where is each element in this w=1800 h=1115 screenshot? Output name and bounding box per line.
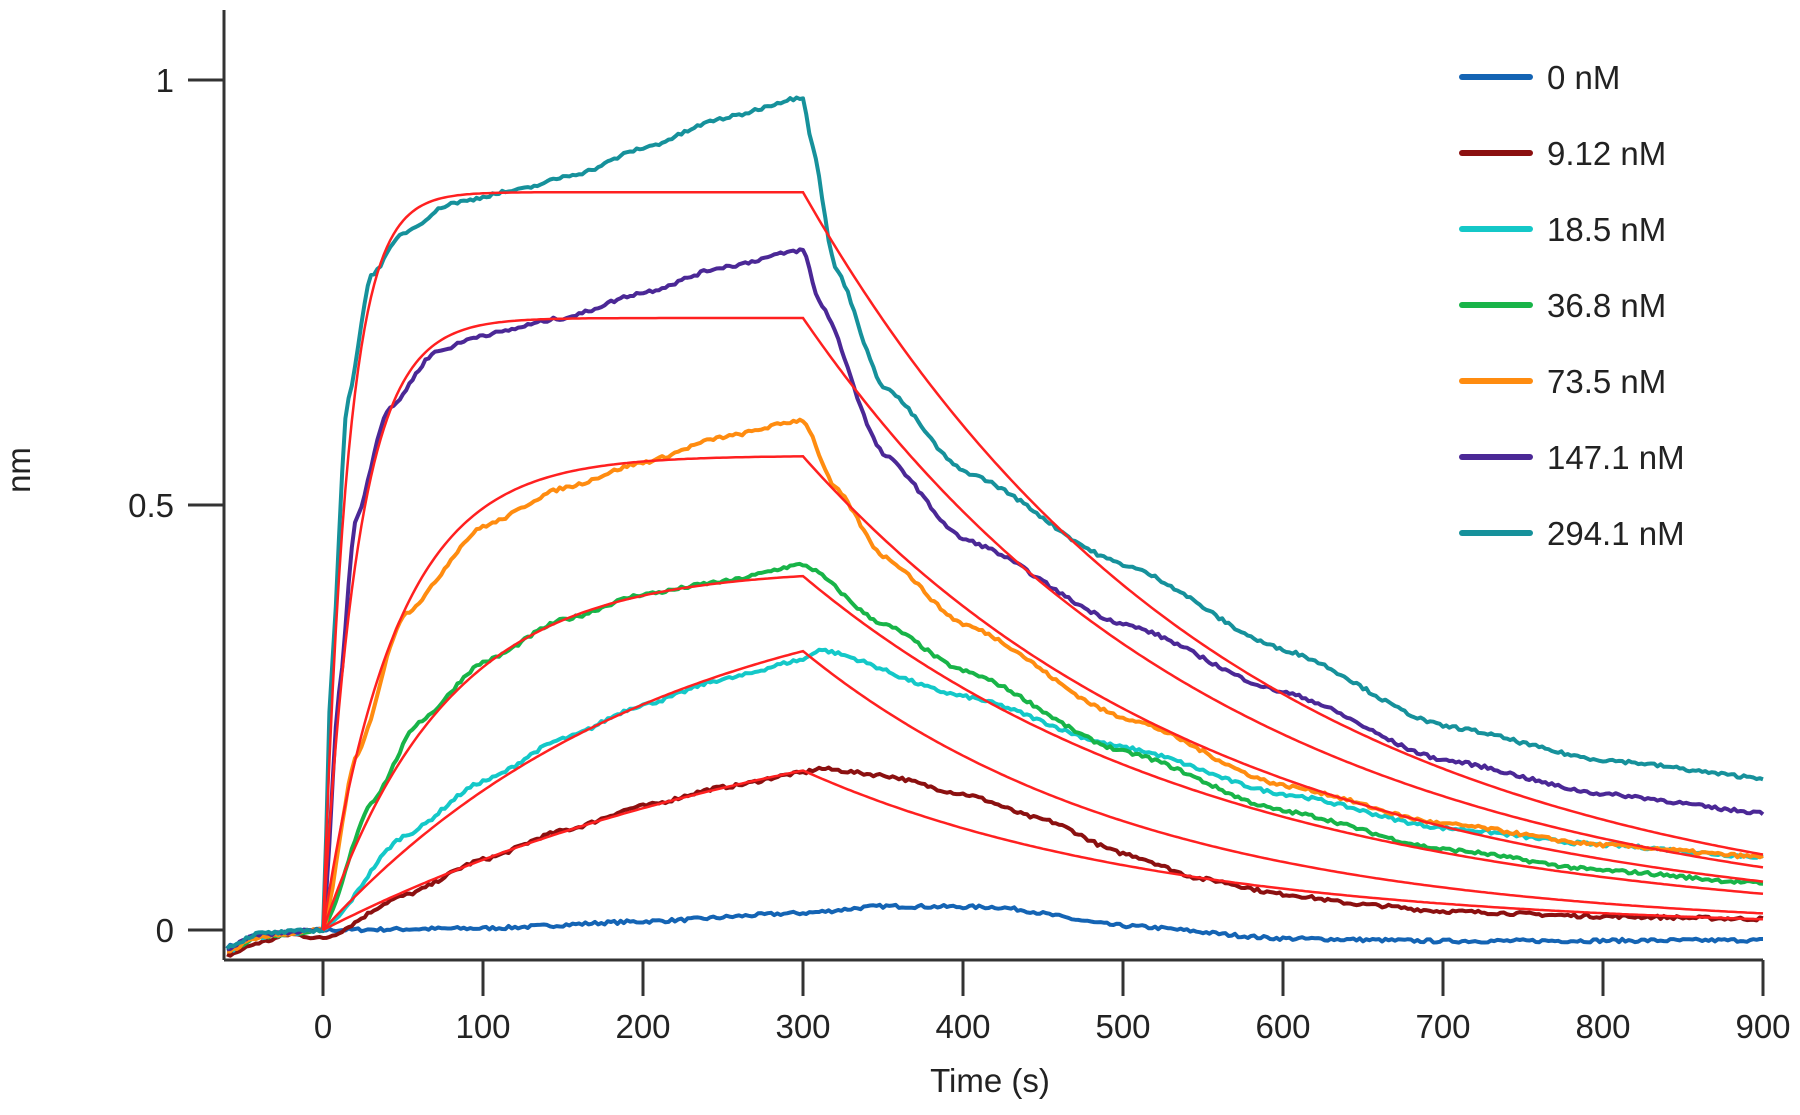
legend-label: 147.1 nM bbox=[1547, 439, 1685, 476]
series-line-18-5-nm bbox=[226, 647, 1764, 953]
series-line-73-5-nm bbox=[226, 417, 1764, 954]
series-line-36-8-nm bbox=[226, 561, 1764, 952]
x-tick-label: 600 bbox=[1255, 1008, 1310, 1045]
y-tick-label: 1 bbox=[156, 62, 174, 99]
x-tick-label: 400 bbox=[935, 1008, 990, 1045]
series-line-0-nm bbox=[225, 902, 1763, 950]
x-tick-label: 700 bbox=[1415, 1008, 1470, 1045]
legend: 0 nM 9.12 nM 18.5 nM 36.8 nM 73.5 nM 147.1 nM… bbox=[1459, 59, 1685, 552]
x-tick-label: 500 bbox=[1095, 1008, 1150, 1045]
legend-label: 18.5 nM bbox=[1547, 211, 1666, 248]
x-tick-label: 900 bbox=[1735, 1008, 1790, 1045]
fit-curve-294-1-nm bbox=[321, 190, 1764, 931]
x-tick-label: 0 bbox=[314, 1008, 332, 1045]
x-tick-label: 800 bbox=[1575, 1008, 1630, 1045]
legend-label: 36.8 nM bbox=[1547, 287, 1666, 324]
axes bbox=[222, 10, 1763, 962]
y-ticks: 00.51 bbox=[128, 62, 224, 949]
series-line-9-12-nm bbox=[226, 765, 1764, 958]
x-axis-title: Time (s) bbox=[930, 1062, 1050, 1099]
x-tick-label: 100 bbox=[455, 1008, 510, 1045]
x-tick-label: 200 bbox=[615, 1008, 670, 1045]
fit-layer bbox=[321, 190, 1764, 932]
series-line-147-1-nm bbox=[226, 247, 1765, 952]
x-ticks: 0 100 200 300 400 500 600 700 800 900 bbox=[314, 960, 1791, 1045]
legend-label: 9.12 nM bbox=[1547, 135, 1666, 172]
fit-curve-36-8-nm bbox=[321, 574, 1764, 931]
series-layer bbox=[225, 95, 1765, 958]
legend-label: 0 nM bbox=[1547, 59, 1620, 96]
y-tick-label: 0 bbox=[156, 912, 174, 949]
fit-curve-147-1-nm bbox=[321, 316, 1764, 931]
x-tick-label: 300 bbox=[775, 1008, 830, 1045]
fit-curve-73-5-nm bbox=[321, 455, 1764, 931]
y-tick-label: 0.5 bbox=[128, 487, 174, 524]
fit-curve-18-5-nm bbox=[322, 649, 1764, 931]
legend-label: 294.1 nM bbox=[1547, 515, 1685, 552]
series-line-294-1-nm bbox=[225, 95, 1764, 950]
legend-label: 73.5 nM bbox=[1547, 363, 1666, 400]
fit-curve-9-12-nm bbox=[322, 769, 1764, 932]
y-axis-title: nm bbox=[0, 447, 37, 493]
